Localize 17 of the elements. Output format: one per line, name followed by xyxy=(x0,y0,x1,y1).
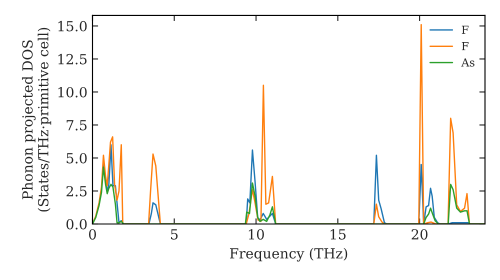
legend-label: F xyxy=(462,26,469,34)
y-tick-label: 5.0 xyxy=(66,152,87,164)
x-axis-title: Frequency (THz) xyxy=(230,248,348,262)
x-tick-label: 5 xyxy=(171,229,178,240)
y-tick-label: 2.5 xyxy=(66,186,87,196)
y-tick-label: 15.0 xyxy=(58,20,87,32)
x-tick-label: 15 xyxy=(330,229,346,240)
y-tick-label: 7.5 xyxy=(66,120,87,130)
x-tick-label: 0 xyxy=(88,229,96,240)
y-tick-label: 12.5 xyxy=(58,54,87,64)
legend-label: F xyxy=(462,42,469,50)
y-tick-label: 10.0 xyxy=(58,86,87,98)
x-tick-label: 20 xyxy=(412,229,428,240)
y-tick-label: 0.0 xyxy=(66,218,87,230)
legend-label: As xyxy=(461,58,474,67)
x-tick-label: 10 xyxy=(248,229,264,240)
y-axis-title: Phonon projected DOS (States/THz·primitive cell) xyxy=(22,28,52,212)
